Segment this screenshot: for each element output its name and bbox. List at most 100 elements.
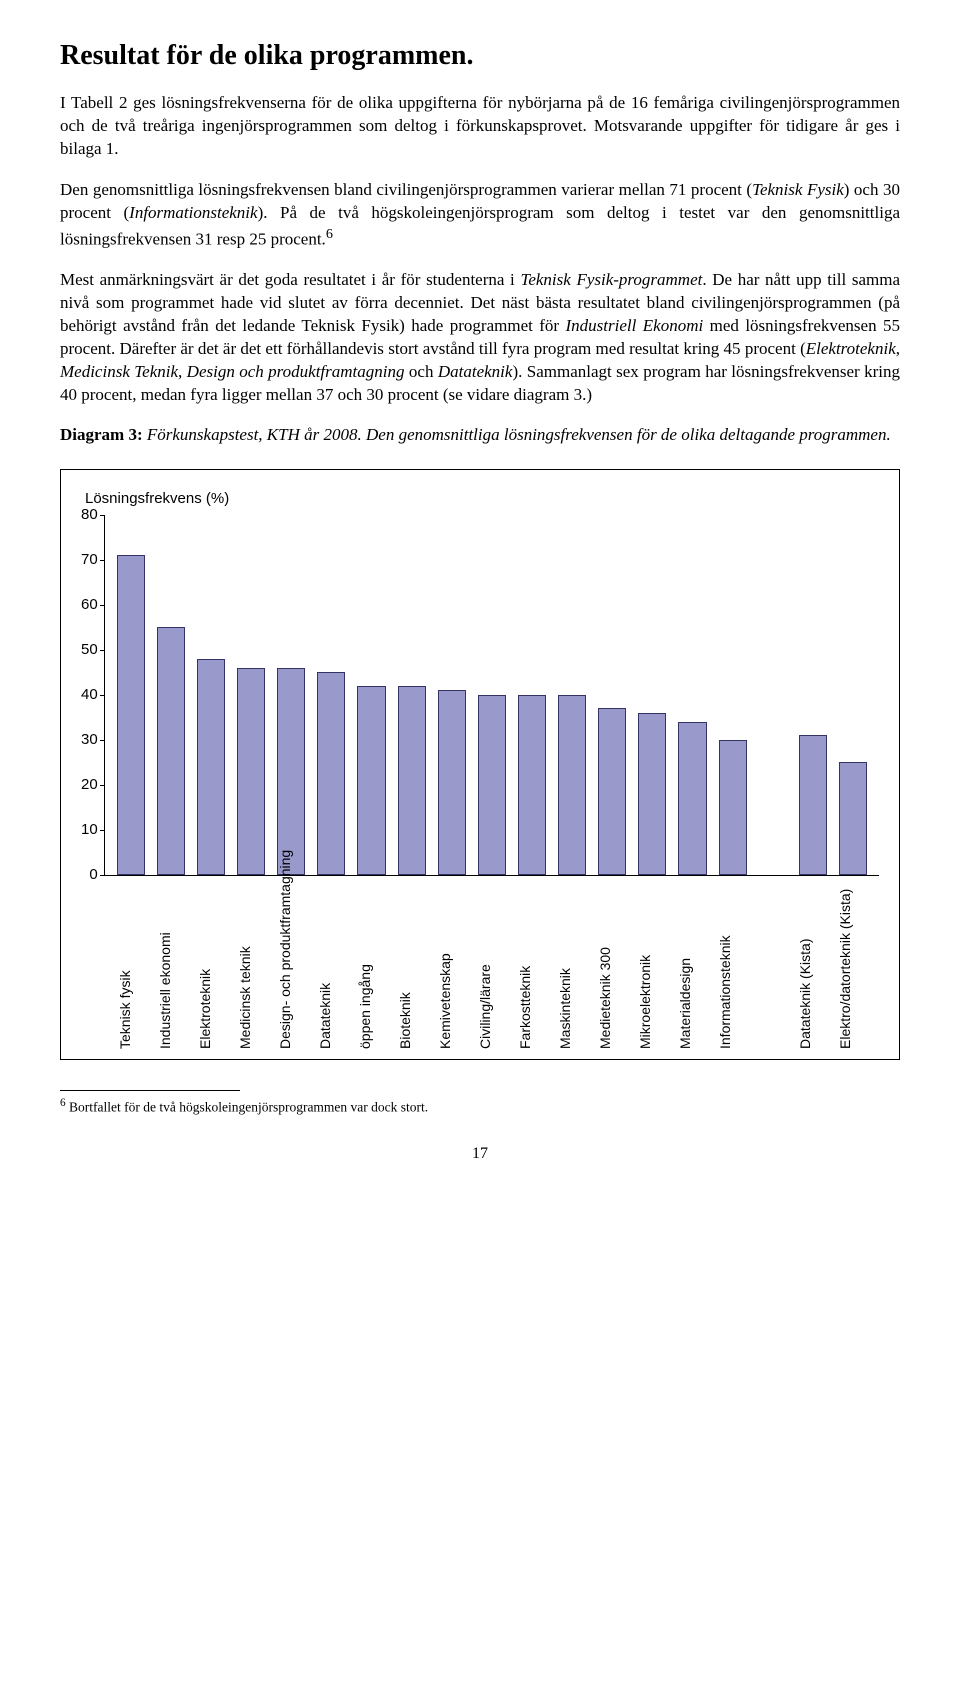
bar-slot <box>634 515 670 875</box>
bar <box>398 686 426 875</box>
bar <box>558 695 586 875</box>
x-label-slot: Civiling/lärare <box>475 879 511 1049</box>
bar-slot <box>795 515 831 875</box>
x-label: Datateknik <box>317 983 333 1049</box>
bar-slot <box>113 515 149 875</box>
x-label-slot: öppen ingång <box>355 879 391 1049</box>
x-label-slot: Kemivetenskap <box>435 879 471 1049</box>
bar <box>157 627 185 875</box>
bar-slot <box>233 515 269 875</box>
bar <box>277 668 305 875</box>
x-label: Maskinteknik <box>557 968 573 1049</box>
x-label-slot: Design- och produktframtagning <box>275 879 311 1049</box>
p2-italic-2: Informationsteknik <box>129 203 257 222</box>
x-label: Datateknik (Kista) <box>797 938 813 1048</box>
x-label: öppen ingång <box>357 964 373 1049</box>
x-label: Informationsteknik <box>717 935 733 1049</box>
p3-it5: Design och produktframtagning <box>187 362 405 381</box>
bar-slot <box>273 515 309 875</box>
plot-area <box>104 515 879 876</box>
footnote-divider <box>60 1090 240 1091</box>
paragraph-3: Mest anmärkningsvärt är det goda resulta… <box>60 269 900 407</box>
x-label-slot: Medicinsk teknik <box>235 879 271 1049</box>
bar-slot <box>554 515 590 875</box>
bar-slot <box>193 515 229 875</box>
chart-y-label: Lösningsfrekvens (%) <box>85 490 879 507</box>
p3-it3: Elektroteknik <box>806 339 896 358</box>
bar <box>678 722 706 875</box>
x-label: Farkostteknik <box>517 966 533 1049</box>
bar <box>799 735 827 875</box>
x-label-slot: Informationsteknik <box>715 879 751 1049</box>
chart-area: 80706050403020100 <box>81 515 879 875</box>
bar-slot <box>594 515 630 875</box>
bar <box>317 672 345 875</box>
x-label-slot: Datateknik (Kista) <box>795 879 831 1049</box>
bar-slot <box>715 515 751 875</box>
diagram-caption: Diagram 3: Förkunskapstest, KTH år 2008.… <box>60 425 900 445</box>
bar <box>357 686 385 875</box>
bars <box>105 515 879 875</box>
bar-slot <box>434 515 470 875</box>
footnote: 6 Bortfallet för de två högskoleingenjör… <box>60 1097 900 1116</box>
x-axis-labels: Teknisk fysik Industriell ekonomi Elektrot… <box>81 875 879 1049</box>
bar-slot <box>394 515 430 875</box>
chart-container: Lösningsfrekvens (%) 80706050403020100 T… <box>60 469 900 1060</box>
bar-slot <box>835 515 871 875</box>
x-label-slot: Teknisk fysik <box>115 879 151 1049</box>
p3-it4: Medicinsk Teknik <box>60 362 178 381</box>
page-title: Resultat för de olika programmen. <box>60 40 900 72</box>
bar <box>598 708 626 875</box>
p3-it2: Industriell Ekonomi <box>566 316 704 335</box>
bar <box>438 690 466 875</box>
x-label: Elektroteknik <box>197 969 213 1049</box>
x-label: Industriell ekonomi <box>157 932 173 1049</box>
bar-slot <box>153 515 189 875</box>
p3-it6: Datateknik <box>438 362 513 381</box>
x-label-slot: Farkostteknik <box>515 879 551 1049</box>
x-label-slot: Medieteknik 300 <box>595 879 631 1049</box>
bar-slot <box>755 515 791 875</box>
paragraph-2: Den genomsnittliga lösningsfrekvensen bl… <box>60 179 900 251</box>
p3-e: , <box>178 362 187 381</box>
p3-a: Mest anmärkningsvärt är det goda resulta… <box>60 270 520 289</box>
p3-it1: Teknisk Fysik-programmet <box>520 270 702 289</box>
x-label: Kemivetenskap <box>437 953 453 1049</box>
paragraph-1: I Tabell 2 ges lösningsfrekvenserna för … <box>60 92 900 161</box>
bar <box>839 762 867 875</box>
bar-slot <box>313 515 349 875</box>
bar <box>478 695 506 875</box>
bar <box>638 713 666 875</box>
bar <box>719 740 747 875</box>
page-number: 17 <box>60 1145 900 1163</box>
x-label: Materialdesign <box>677 958 693 1049</box>
x-label-slot <box>755 879 791 1049</box>
x-label: Medieteknik 300 <box>597 947 613 1049</box>
x-label: Elektro/datorteknik (Kista) <box>837 889 853 1049</box>
x-label-slot: Maskinteknik <box>555 879 591 1049</box>
bar-slot <box>514 515 550 875</box>
x-label-slot: Mikroelektronik <box>635 879 671 1049</box>
x-label: Bioteknik <box>397 992 413 1049</box>
p2-italic-1: Teknisk Fysik <box>752 180 844 199</box>
x-label: Medicinsk teknik <box>237 946 253 1049</box>
x-label-slot: Datateknik <box>315 879 351 1049</box>
x-label-slot: Materialdesign <box>675 879 711 1049</box>
bar-slot <box>474 515 510 875</box>
x-label: Mikroelektronik <box>637 955 653 1049</box>
p3-f: och <box>405 362 438 381</box>
bar-slot <box>353 515 389 875</box>
x-label-slot: Bioteknik <box>395 879 431 1049</box>
x-label: Civiling/lärare <box>477 964 493 1049</box>
bar <box>117 555 145 875</box>
footnote-text: Bortfallet för de två högskoleingenjörsp… <box>66 1099 429 1114</box>
bar-slot <box>674 515 710 875</box>
caption-bold: Diagram 3: <box>60 425 143 444</box>
p3-d: , <box>896 339 900 358</box>
bar <box>518 695 546 875</box>
x-label: Design- och produktframtagning <box>277 850 293 1049</box>
x-label-slot: Elektro/datorteknik (Kista) <box>835 879 871 1049</box>
bar <box>197 659 225 875</box>
caption-rest: Förkunskapstest, KTH år 2008. Den genoms… <box>143 425 891 444</box>
x-label: Teknisk fysik <box>117 970 133 1049</box>
